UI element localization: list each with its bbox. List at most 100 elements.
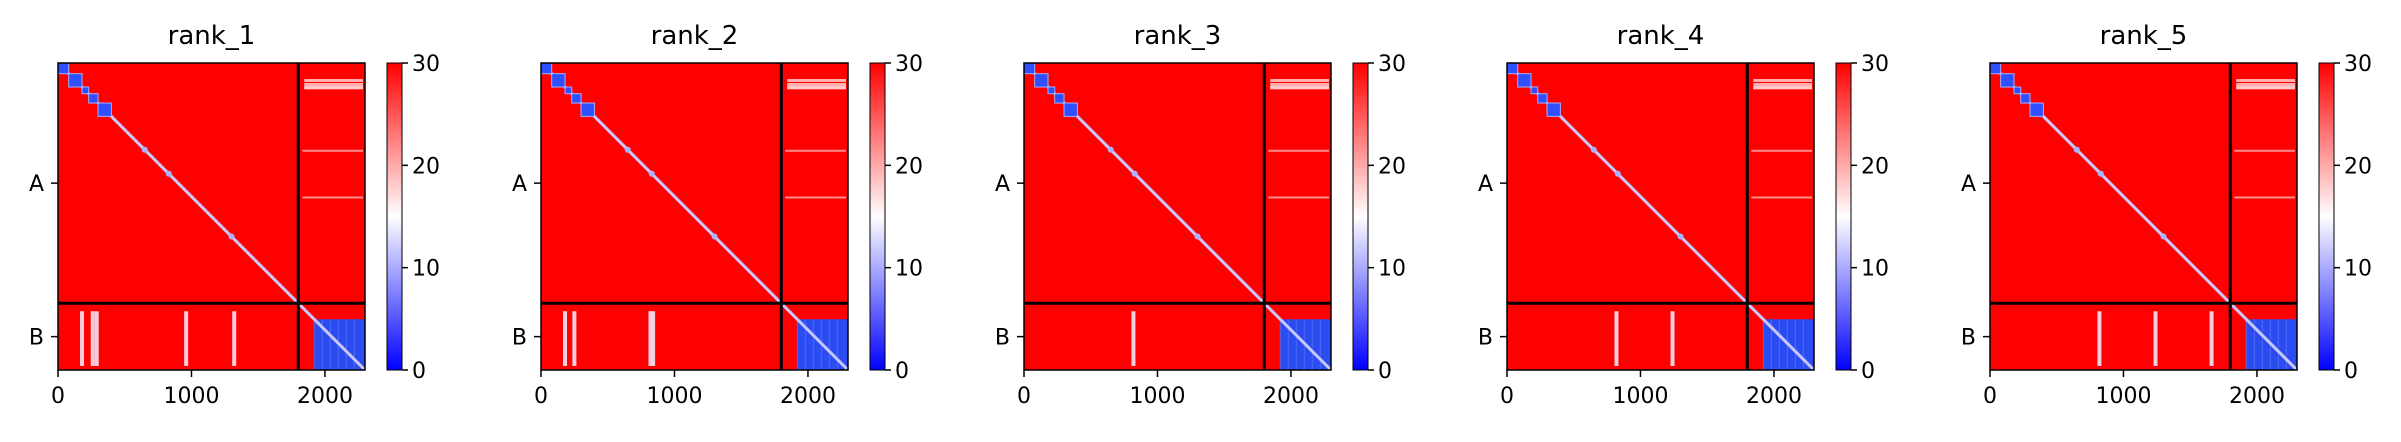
- colorbar-tick-label: 10: [895, 257, 923, 282]
- interchain-streak: [2236, 86, 2295, 90]
- diagonal-domain: [648, 170, 655, 177]
- interchain-streak: [1753, 83, 1812, 90]
- colorbar-tick-label: 20: [2344, 154, 2372, 179]
- colorbar-tick-label: 0: [895, 359, 909, 384]
- heatmap-panel-4: rank_4 0 1000 2000 A B 0 10 20 30: [1478, 21, 1889, 409]
- diagonal-block: [571, 93, 582, 104]
- colorbar-tick-label: 10: [412, 257, 440, 282]
- colorbar-tick-label: 30: [1378, 52, 1406, 77]
- interchain-stripe: [572, 311, 577, 366]
- colorbar-tick-label: 20: [1861, 154, 1889, 179]
- diagonal-block: [1047, 86, 1056, 95]
- panel-title: rank_1: [168, 21, 256, 51]
- diagonal-block: [2020, 93, 2031, 104]
- colorbar-tick-label: 10: [1378, 257, 1406, 282]
- diagonal-block: [1530, 86, 1539, 95]
- diagonal-domain: [165, 170, 172, 177]
- diagonal-block: [1989, 62, 2002, 75]
- colorbar-tick-label: 20: [412, 154, 440, 179]
- colorbar-tick-label: 20: [1378, 154, 1406, 179]
- colorbar-tick-label: 0: [1378, 359, 1392, 384]
- y-tick-label: B: [1478, 326, 1493, 351]
- colorbar-tick-label: 0: [1861, 359, 1875, 384]
- diagonal-block: [1054, 93, 1065, 104]
- interchain-streak: [2234, 196, 2295, 199]
- interchain-stripe: [1131, 311, 1136, 366]
- diagonal-domain: [141, 146, 148, 153]
- diagonal-domain: [228, 233, 235, 240]
- interchain-stripe: [232, 311, 237, 366]
- diagonal-block: [88, 93, 99, 104]
- colorbar: [386, 62, 403, 371]
- interchain-stripe: [2209, 311, 2214, 366]
- diagonal-block: [580, 102, 595, 117]
- y-tick-label: A: [512, 172, 527, 197]
- x-tick-label: 0: [1500, 384, 1514, 409]
- x-tick-label: 0: [1017, 384, 1031, 409]
- interchain-streak: [2236, 79, 2295, 83]
- diagonal-block: [564, 86, 573, 95]
- interchain-streak: [304, 79, 363, 83]
- interchain-streak: [787, 79, 846, 83]
- interchain-streak: [1753, 79, 1812, 83]
- interchain-stripe: [184, 311, 189, 366]
- interchain-streak: [787, 83, 846, 90]
- colorbar-tick-label: 30: [2344, 52, 2372, 77]
- x-tick-label: 2000: [2229, 384, 2285, 409]
- colorbar-tick-label: 30: [1861, 52, 1889, 77]
- interchain-stripe: [94, 311, 99, 366]
- interchain-streak: [1268, 149, 1329, 152]
- interchain-streak: [1268, 196, 1329, 199]
- diagonal-domain: [624, 146, 631, 153]
- colorbar-tick-label: 30: [895, 52, 923, 77]
- x-tick-label: 1000: [1129, 384, 1185, 409]
- heatmap-panel-5: rank_5 0 1000 2000 A B 0 10 20 30: [1961, 21, 2372, 409]
- diagonal-domain: [2073, 146, 2080, 153]
- diagonal-block: [68, 73, 83, 88]
- interchain-stripe: [2153, 311, 2158, 366]
- diagonal-block: [2013, 86, 2022, 95]
- x-tick-label: 2000: [297, 384, 353, 409]
- diagonal-block: [81, 86, 90, 95]
- interchain-streak: [1270, 86, 1329, 90]
- diagonal-block: [1517, 73, 1532, 88]
- interchain-streak: [2234, 149, 2295, 152]
- interchain-streak: [787, 86, 846, 90]
- y-tick-label: B: [512, 326, 527, 351]
- interchain-streak: [1751, 149, 1812, 152]
- interchain-stripe: [1614, 311, 1619, 366]
- colorbar-tick-label: 0: [412, 359, 426, 384]
- x-tick-label: 2000: [1263, 384, 1319, 409]
- interchain-streak: [304, 83, 363, 90]
- plot-frame: [1023, 62, 1332, 371]
- interchain-stripe: [90, 311, 95, 366]
- diagonal-domain: [2160, 233, 2167, 240]
- colorbar-tick-label: 30: [412, 52, 440, 77]
- interchain-streak: [2236, 83, 2295, 90]
- panel-title: rank_2: [651, 21, 739, 51]
- diagonal-block: [1023, 62, 1036, 75]
- colorbar: [2318, 62, 2335, 371]
- colorbar-tick-label: 10: [1861, 257, 1889, 282]
- diagonal-block: [540, 62, 553, 75]
- diagonal-block: [1537, 93, 1548, 104]
- x-tick-label: 1000: [163, 384, 219, 409]
- diagonal-block: [1034, 73, 1049, 88]
- diagonal-block: [1506, 62, 1519, 75]
- interchain-stripe: [2097, 311, 2102, 366]
- y-tick-label: A: [1478, 172, 1493, 197]
- interchain-streak: [1753, 86, 1812, 90]
- heatmap-panel-2: rank_2 0 1000 2000 A B 0 10 20 30: [512, 21, 923, 409]
- interchain-streak: [302, 196, 363, 199]
- diagonal-block: [97, 102, 112, 117]
- heatmap-panel-3: rank_3 0 1000 2000 A B 0 10 20 30: [995, 21, 1406, 409]
- y-tick-label: A: [1961, 172, 1976, 197]
- diagonal-domain: [711, 233, 718, 240]
- x-tick-label: 1000: [646, 384, 702, 409]
- diagonal-domain: [1194, 233, 1201, 240]
- interchain-streak: [302, 149, 363, 152]
- x-tick-label: 1000: [1612, 384, 1668, 409]
- interchain-streak: [1270, 83, 1329, 90]
